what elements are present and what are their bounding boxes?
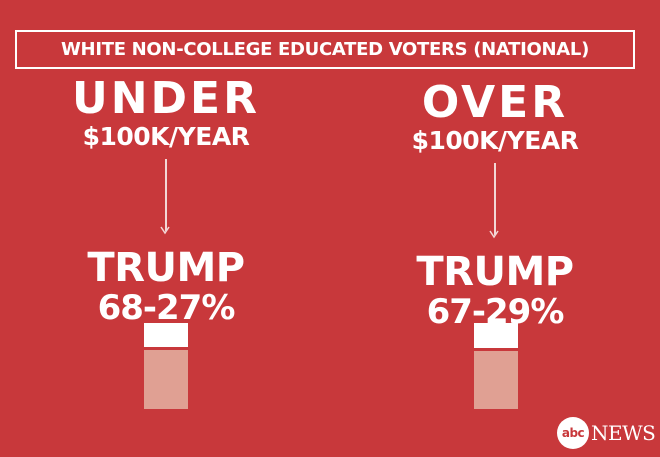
abc-news-logo: abc NEWS <box>557 417 656 449</box>
winner-label: TRUMP <box>87 245 245 291</box>
score-label: 68-27% <box>97 288 236 328</box>
group-sublabel: $100K/YEAR <box>82 122 250 151</box>
bar-segment-trump <box>474 351 518 409</box>
abc-logo-mark: abc <box>557 417 589 449</box>
down-arrow-icon <box>160 159 172 239</box>
down-arrow-icon <box>489 163 501 243</box>
bar-segment-other <box>144 323 188 347</box>
group-sublabel: $100K/YEAR <box>411 126 579 155</box>
group-under: UNDER $100K/YEAR TRUMP 68-27% <box>41 73 291 328</box>
bar-segment-other <box>474 323 518 348</box>
winner-label: TRUMP <box>416 249 574 295</box>
chart-title: WHITE NON-COLLEGE EDUCATED VOTERS (NATIO… <box>61 39 589 60</box>
bar-under <box>144 323 188 409</box>
group-label: OVER <box>421 77 569 128</box>
group-label: UNDER <box>71 73 260 124</box>
news-logo-text: NEWS <box>591 421 656 445</box>
group-over: OVER $100K/YEAR TRUMP 67-29% <box>370 75 620 332</box>
title-box: WHITE NON-COLLEGE EDUCATED VOTERS (NATIO… <box>15 30 635 69</box>
bar-segment-trump <box>144 350 188 409</box>
bar-over <box>474 323 518 409</box>
